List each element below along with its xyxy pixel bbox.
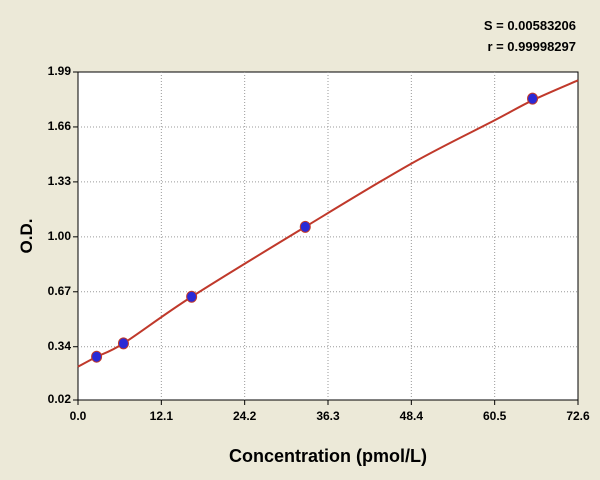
data-point [117,337,129,350]
y-tick-label: 1.00 [48,229,72,243]
x-tick-label: 48.4 [400,409,424,423]
y-tick-label: 1.66 [48,119,72,133]
x-tick-label: 60.5 [483,409,507,423]
grid-lines [78,72,578,400]
s-value-label: S = 0.00583206 [484,18,576,33]
x-tick-label: 0.0 [70,409,87,423]
x-axis-title: Concentration (pmol/L) [229,446,427,466]
y-tick-label: 0.02 [48,392,72,406]
data-point [91,350,103,363]
data-point [186,290,198,303]
data-point [527,92,539,105]
axis-ticks: 0.0 12.1 24.2 36.3 48.4 60.5 72.6 0.02 0.34 0.67 1… [48,64,590,423]
x-tick-label: 12.1 [150,409,174,423]
y-tick-label: 0.34 [48,339,72,353]
plot-area [77,71,579,401]
y-tick-label: 0.67 [48,284,72,298]
y-tick-label: 1.99 [48,64,72,78]
r-value-label: r = 0.99998297 [487,39,576,54]
data-points-layer [91,92,539,363]
y-axis-title: O.D. [17,219,36,254]
x-tick-label: 24.2 [233,409,257,423]
x-tick-label: 36.3 [316,409,340,423]
y-tick-label: 1.33 [48,174,72,188]
x-tick-label: 72.6 [566,409,590,423]
data-point [299,220,311,233]
